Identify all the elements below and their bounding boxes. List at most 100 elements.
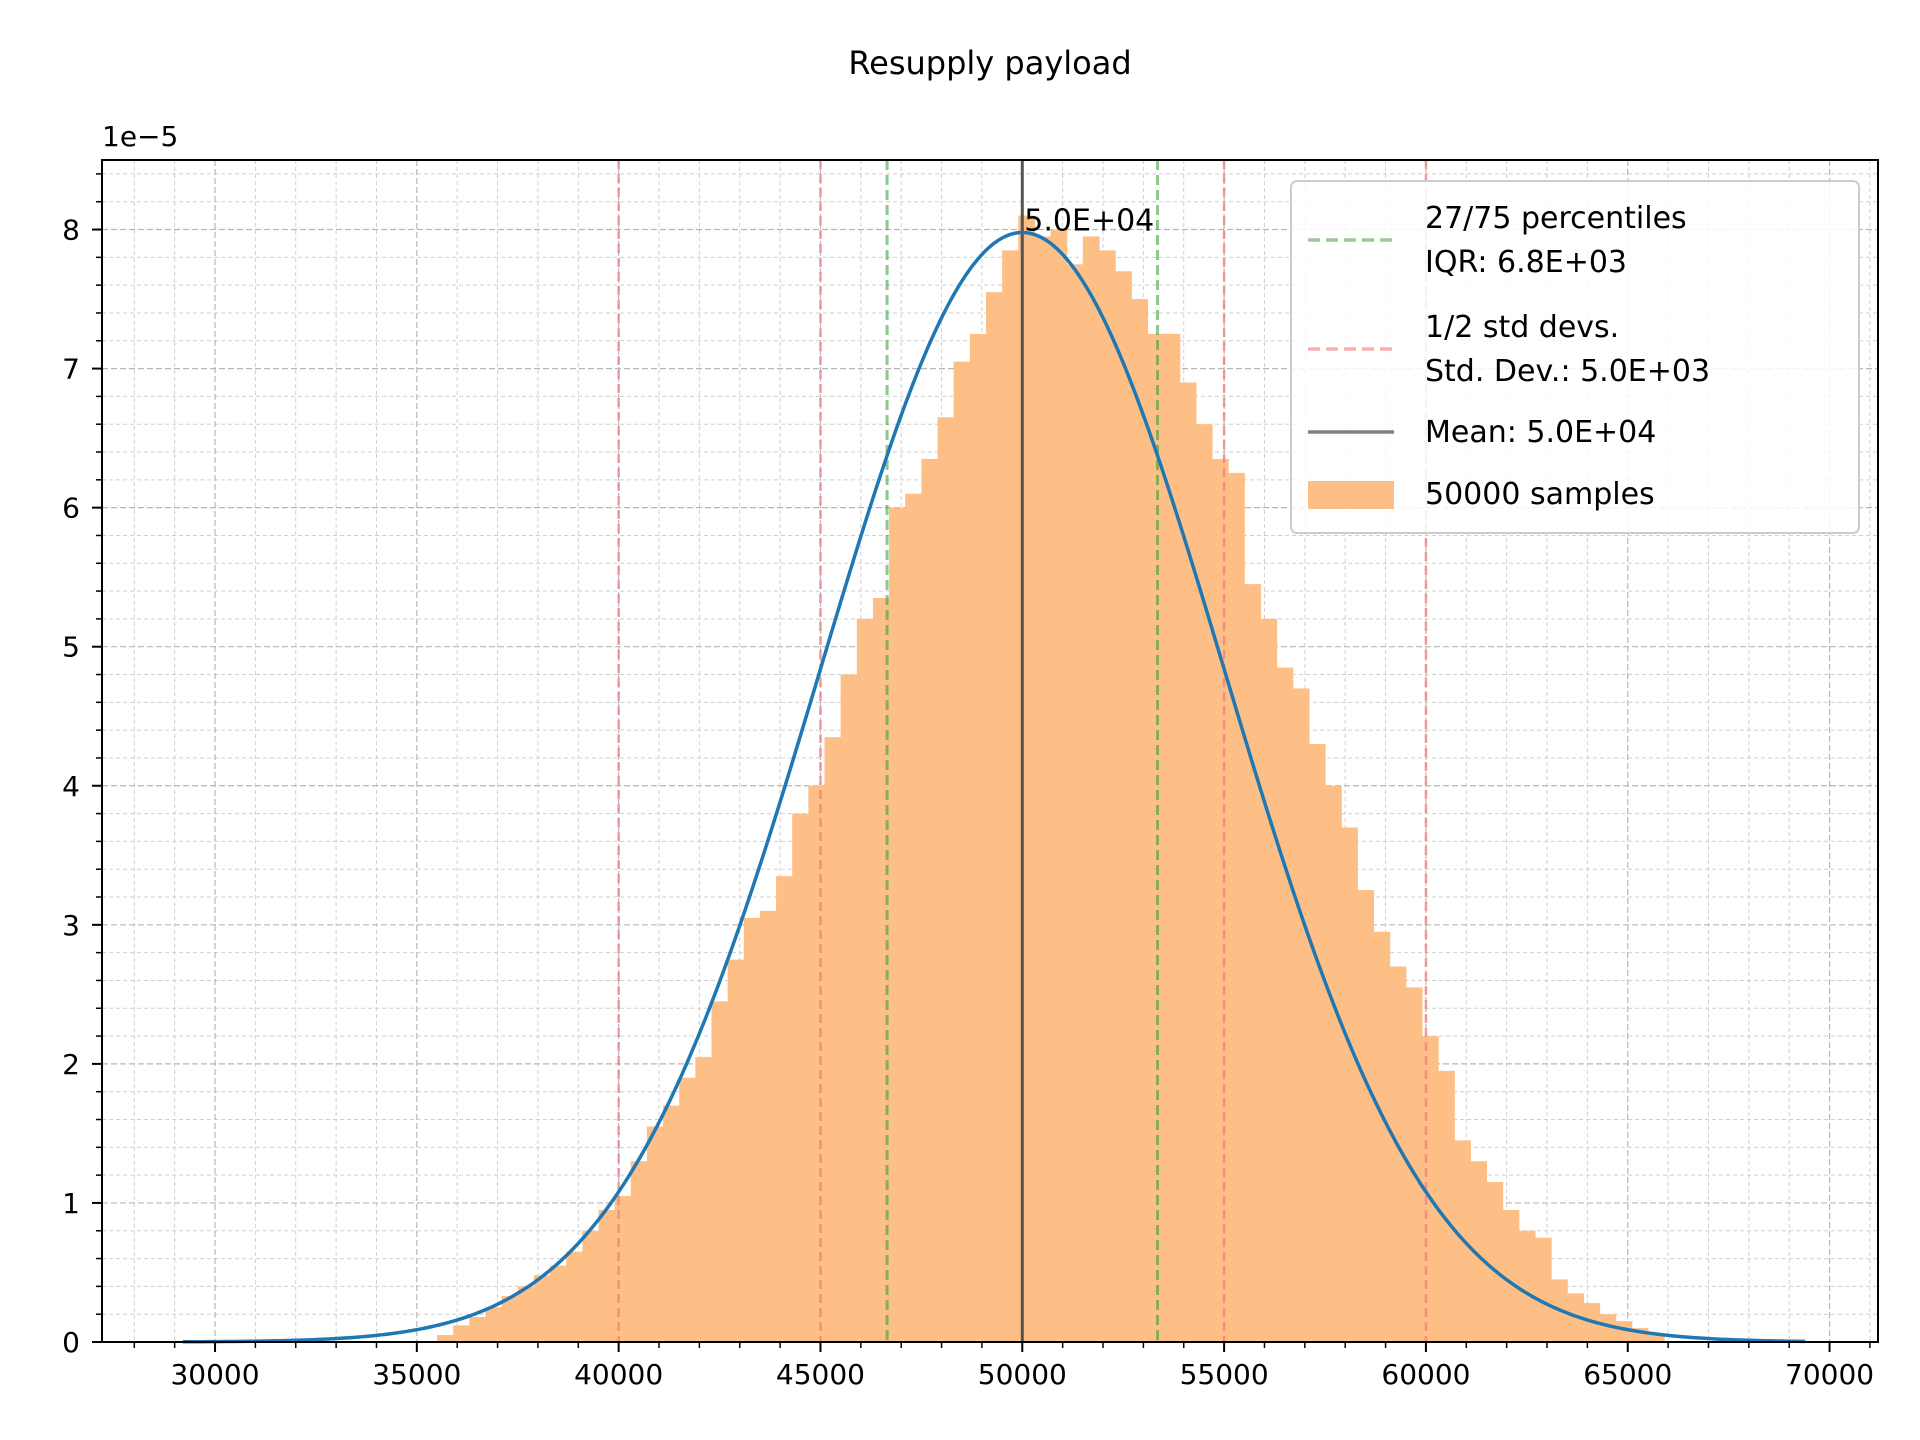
histogram-bar	[1244, 584, 1262, 1342]
histogram-bar	[1163, 333, 1181, 1343]
y-tick-label: 4	[62, 770, 80, 803]
histogram-bar	[1373, 931, 1391, 1342]
histogram-bar	[469, 1316, 487, 1342]
histogram-bar	[679, 1077, 696, 1342]
histogram-bar	[1147, 333, 1165, 1343]
histogram-bar	[969, 333, 987, 1343]
histogram-bar	[1502, 1209, 1520, 1342]
plot-frame	[101, 159, 1879, 1343]
legend: 27/75 percentiles IQR: 6.8E+03 1/2 std dev…	[1290, 180, 1860, 534]
histogram-bar	[727, 959, 745, 1342]
histogram-bar	[776, 876, 793, 1342]
histogram-bar	[646, 1126, 664, 1342]
histogram-bar	[1357, 890, 1375, 1342]
histogram-bar	[598, 1209, 616, 1342]
y-offset-label: 1e−5	[102, 120, 178, 153]
histogram-bar	[1647, 1335, 1665, 1342]
histogram-bar	[533, 1275, 551, 1342]
legend-label: 50000 samples	[1425, 477, 1655, 512]
x-tick-label: 60000	[1381, 1358, 1470, 1391]
histogram-bar	[856, 618, 874, 1342]
histogram-bar	[630, 1161, 648, 1342]
histogram-bar	[566, 1251, 583, 1342]
histogram-bar	[1179, 382, 1197, 1342]
histogram-bar	[1260, 618, 1278, 1342]
histogram-bar	[1212, 458, 1229, 1343]
x-tick-label: 40000	[574, 1358, 663, 1391]
y-tick-label: 2	[62, 1048, 80, 1081]
histogram-bar	[872, 598, 890, 1342]
histogram-bar	[1131, 299, 1149, 1342]
histogram-bar	[582, 1230, 600, 1342]
histogram-bar	[759, 910, 777, 1342]
y-tick-label: 1	[62, 1187, 80, 1220]
x-tick-label: 35000	[372, 1358, 461, 1391]
histogram-bar	[1195, 424, 1213, 1342]
histogram-bar	[937, 417, 955, 1343]
y-tick-label: 3	[62, 909, 80, 942]
normal-pdf-curve	[182, 230, 1806, 1344]
y-tick-label: 7	[62, 353, 80, 386]
histogram-bar	[808, 785, 826, 1342]
histogram-bar	[550, 1265, 567, 1342]
histogram-bar	[517, 1286, 535, 1342]
legend-box	[1290, 180, 1860, 534]
legend-label: IQR: 6.8E+03	[1425, 245, 1627, 280]
y-tick-label: 5	[62, 631, 80, 664]
histogram-bar	[743, 917, 761, 1342]
y-axis-ticks: 0 1 2 3 4 5 6 7 8	[62, 173, 102, 1359]
histogram-bar	[953, 361, 971, 1343]
legend-label: Mean: 5.0E+04	[1425, 415, 1656, 450]
histogram-bar	[695, 1056, 713, 1342]
x-tick-label: 55000	[1180, 1358, 1269, 1391]
histogram-bar	[792, 813, 809, 1342]
histogram-bar	[1534, 1237, 1552, 1342]
histogram-bar	[453, 1325, 470, 1342]
histogram-bar	[1292, 688, 1310, 1342]
histogram-bar	[711, 1001, 729, 1342]
mean-annotation: 5.0E+04	[1024, 203, 1154, 238]
histogram-bar	[614, 1195, 632, 1342]
histogram-bar	[485, 1307, 503, 1342]
histogram-bar	[824, 737, 842, 1342]
legend-label: Std. Dev.: 5.0E+03	[1425, 354, 1710, 389]
histogram-bar	[905, 493, 922, 1342]
histogram-bar	[1405, 987, 1423, 1342]
histogram-bar	[1470, 1161, 1488, 1342]
legend-label: 27/75 percentiles	[1425, 201, 1687, 236]
histogram-bar	[1228, 472, 1245, 1343]
histogram-bar	[1325, 785, 1342, 1342]
histogram-bar	[1115, 271, 1132, 1342]
histogram-bar	[1018, 215, 1035, 1342]
histogram-bar	[663, 1105, 680, 1342]
x-tick-label: 50000	[978, 1358, 1067, 1391]
histogram-bar	[501, 1296, 519, 1342]
reference-lines	[617, 160, 1428, 1342]
x-tick-label: 45000	[776, 1358, 865, 1391]
x-axis-ticks: 30000 35000 40000 45000 50000 55000 60000 65000…	[133, 1342, 1874, 1391]
y-tick-label: 6	[62, 492, 80, 525]
histogram-bar	[1341, 827, 1358, 1342]
histogram-bar	[921, 458, 939, 1343]
histogram-bar	[1486, 1182, 1504, 1342]
histogram-bar	[840, 674, 858, 1342]
histogram-bar	[1050, 229, 1068, 1342]
legend-swatch	[1308, 481, 1394, 509]
histogram-bar	[1034, 236, 1052, 1343]
histogram-bars	[437, 215, 1665, 1343]
y-tick-label: 0	[62, 1326, 80, 1359]
x-tick-label: 70000	[1785, 1358, 1874, 1391]
histogram-bar	[1389, 966, 1407, 1342]
histogram-bar	[1066, 264, 1084, 1342]
x-tick-label: 30000	[170, 1358, 259, 1391]
legend-label: 1/2 std devs.	[1425, 310, 1619, 345]
histogram-bar	[1599, 1314, 1617, 1342]
histogram-bar	[1276, 667, 1294, 1342]
histogram-bar	[1098, 250, 1116, 1343]
y-tick-label: 8	[62, 214, 80, 247]
histogram-bar	[889, 507, 906, 1342]
histogram-bar	[1438, 1070, 1455, 1342]
x-tick-label: 65000	[1583, 1358, 1672, 1391]
histogram-bar	[1002, 250, 1019, 1343]
